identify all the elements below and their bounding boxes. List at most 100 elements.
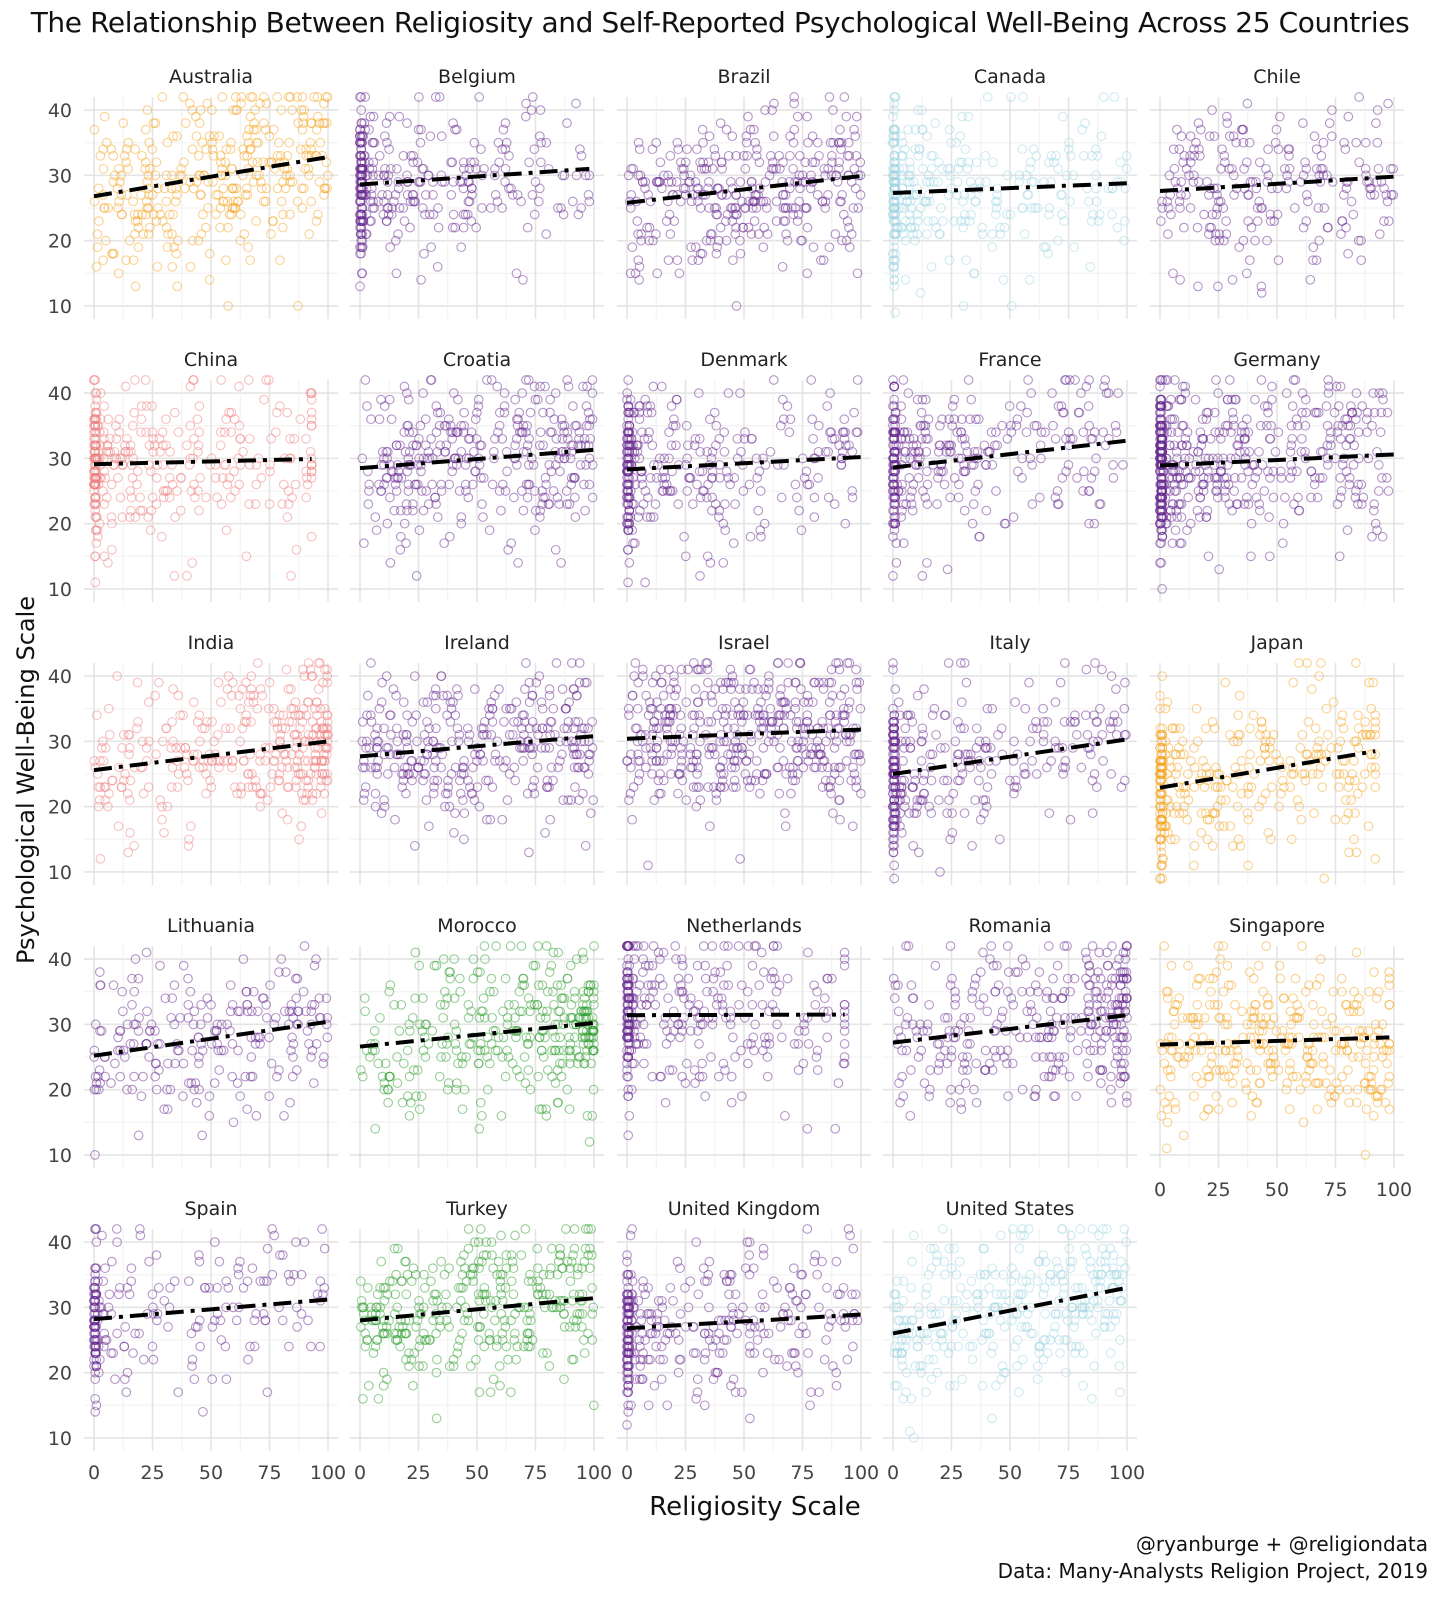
data-point [1287,433,1298,444]
data-point [644,235,655,246]
data-point [497,203,507,213]
data-point [235,433,245,444]
data-point [853,203,864,213]
data-point [630,538,640,549]
data-point [992,190,1003,200]
facet-label: China [184,349,238,371]
data-point [367,163,378,174]
data-point [904,209,915,220]
data-point [182,571,192,581]
data-point [765,150,776,161]
data-point [998,274,1009,285]
data-point [946,137,957,148]
data-point [687,255,698,266]
data-point [711,203,722,213]
data-point [1237,124,1247,135]
data-point [659,170,669,181]
data-point [1005,209,1016,220]
data-point [685,170,696,181]
data-point [95,854,106,864]
data-point [306,453,317,464]
data-point [584,479,595,490]
data-point [1241,157,1252,168]
data-point [498,124,509,135]
data-point [228,105,239,115]
data-point [973,775,984,786]
panel-italy: Italy [883,632,1137,885]
data-point [1257,203,1267,213]
data-point [176,163,187,174]
data-point [105,433,115,444]
data-point [244,124,254,135]
data-point [125,827,135,838]
data-point [890,222,901,233]
data-point [461,486,471,496]
data-point [1034,492,1045,503]
facet-label: Australia [169,66,253,88]
data-point [935,203,946,213]
data-point [633,137,644,148]
data-point [256,183,267,194]
data-point [795,658,806,668]
data-point [413,479,423,490]
data-point [231,183,242,194]
data-point [415,420,426,431]
data-point [1344,479,1355,490]
data-point [449,827,459,838]
data-point [169,242,179,253]
data-point [1108,460,1118,470]
data-point [980,150,991,161]
data-point [1084,196,1094,207]
data-point [147,401,157,411]
data-point [522,420,532,431]
data-point [172,131,182,142]
data-point [900,144,910,155]
data-point [1049,157,1059,168]
data-point [240,190,251,200]
data-point [922,557,932,568]
data-point [1184,170,1194,181]
data-point [357,268,368,279]
data-point [124,235,135,246]
data-point [720,216,731,226]
data-point [1070,375,1080,385]
data-point [904,157,915,168]
data-point [740,427,750,438]
data-point [728,538,739,549]
panel-denmark: Denmark [617,349,871,602]
data-point [578,788,588,799]
data-point [362,170,373,181]
data-point [132,216,143,226]
data-point [949,216,960,226]
data-point [844,697,855,708]
data-point [818,255,829,266]
data-point [512,460,522,470]
data-point [216,157,226,168]
data-point [888,248,898,259]
data-point [153,203,163,213]
data-point [1183,492,1194,503]
data-point [1386,190,1397,200]
data-point [957,111,968,122]
data-point [305,137,316,148]
data-point [99,401,109,411]
data-point [296,821,307,832]
data-point [259,394,269,405]
data-point [1077,124,1088,135]
data-point [315,137,326,148]
data-point [227,183,238,194]
data-point [520,684,530,694]
data-point [1002,170,1013,181]
data-point [1246,222,1257,233]
data-point [408,157,418,168]
data-point [808,433,818,444]
data-point [147,427,158,438]
data-point [587,492,598,503]
data-point [1064,137,1074,148]
data-point [993,729,1003,740]
data-point [94,427,105,438]
data-point [267,216,278,226]
data-point [117,512,128,522]
data-point [1356,235,1366,246]
data-point [276,105,287,115]
